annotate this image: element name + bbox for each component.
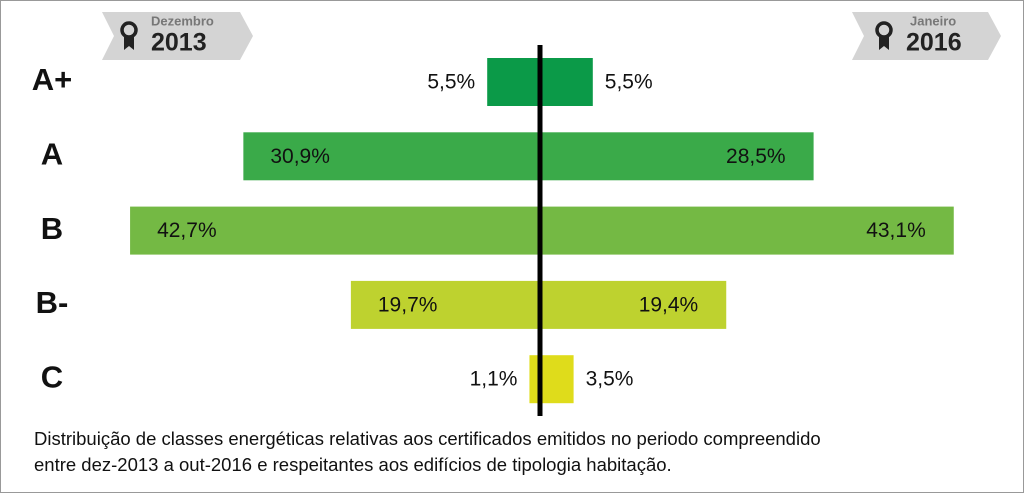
bar (540, 58, 593, 106)
value-label: 5,5% (605, 71, 653, 94)
value-label: 1,1% (470, 368, 518, 391)
value-label: 5,5% (427, 71, 475, 94)
legend-period: 2013 (151, 29, 207, 57)
value-label: 28,5% (726, 145, 786, 168)
value-label: 30,9% (270, 145, 330, 168)
bar (130, 206, 540, 255)
bar (540, 206, 954, 255)
caption: Distribuição de classes energéticas rela… (34, 428, 821, 449)
bar (350, 280, 540, 329)
value-label: 19,7% (378, 293, 438, 316)
value-label: 43,1% (866, 219, 926, 242)
legend-label: Dezembro (151, 13, 214, 28)
bar (243, 132, 541, 181)
category-label: A (41, 136, 63, 171)
value-label: 19,4% (639, 293, 699, 316)
bar (487, 58, 540, 106)
category-label: A+ (32, 62, 73, 97)
bar (529, 355, 540, 404)
category-label: B (41, 211, 63, 246)
category-label: C (41, 359, 63, 394)
legend-badge-left: Dezembro 2013 (102, 12, 253, 60)
bar (540, 355, 574, 404)
caption: entre dez-2013 a out-2016 e respeitantes… (34, 454, 672, 475)
legend-period: 2016 (906, 29, 962, 57)
legend-label: Janeiro (910, 13, 956, 28)
value-label: 3,5% (586, 368, 634, 391)
legend-badge-right: Janeiro 2016 (852, 12, 1001, 60)
bar (540, 132, 814, 181)
bar (540, 280, 727, 329)
value-label: 42,7% (157, 219, 217, 242)
category-label: B- (36, 285, 69, 320)
